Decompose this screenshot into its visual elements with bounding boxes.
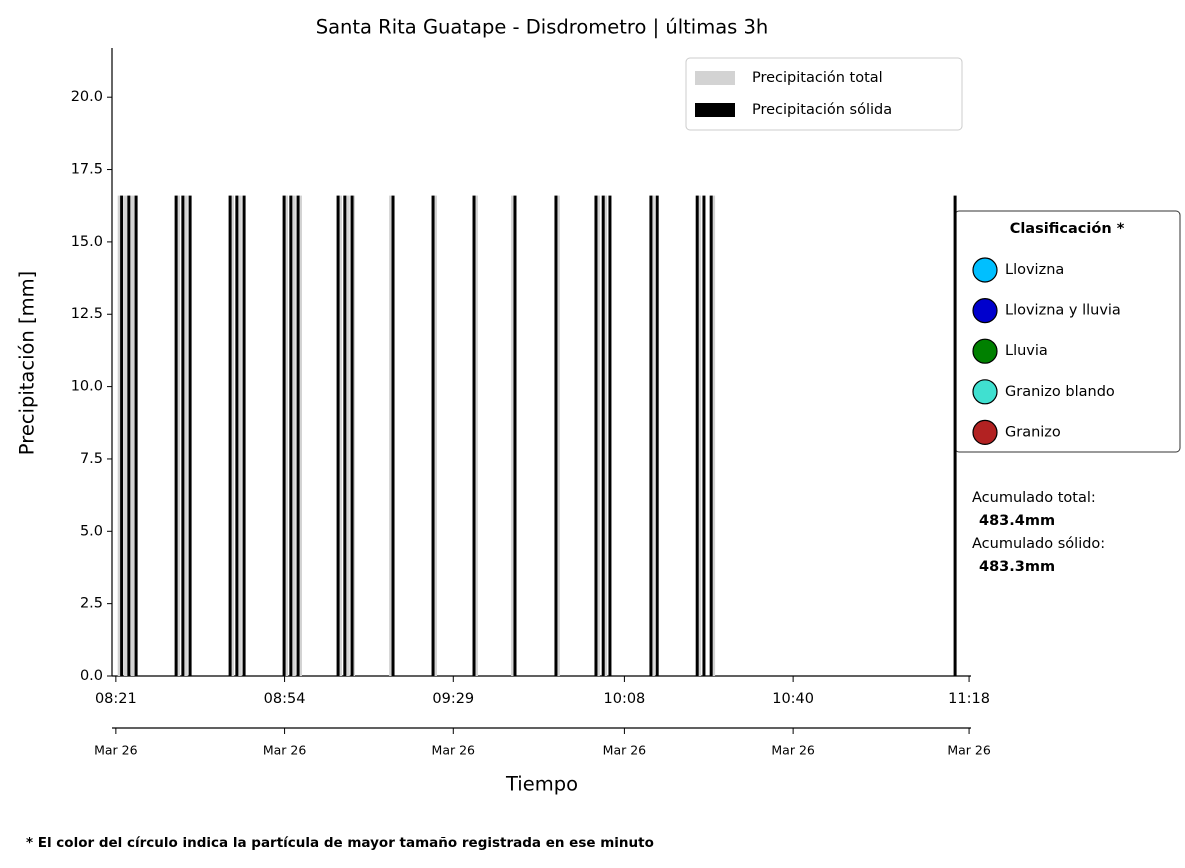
bar xyxy=(282,195,286,676)
y-tick-label: 20.0 xyxy=(71,89,103,105)
legend-box xyxy=(685,57,963,131)
bar xyxy=(601,195,605,676)
bar xyxy=(953,195,957,676)
x-tick-label: 11:18 xyxy=(948,691,990,707)
bar xyxy=(291,195,296,676)
legend-label: Precipitación sólida xyxy=(752,102,892,118)
x-tick-label: 10:08 xyxy=(604,691,646,707)
bar xyxy=(594,195,598,676)
classification-label: Granizo blando xyxy=(1005,384,1115,400)
y-tick-label: 12.5 xyxy=(71,306,103,322)
legend-label: Precipitación total xyxy=(752,70,883,86)
bar xyxy=(343,195,347,676)
bar xyxy=(702,195,706,676)
accumulated-solid-label: Acumulado sólido: xyxy=(972,536,1105,552)
bar xyxy=(473,195,478,676)
bar xyxy=(127,195,131,676)
accumulated-total-label: Acumulado total: xyxy=(972,490,1096,506)
classification-marker xyxy=(972,338,998,364)
classification-label: Granizo xyxy=(1005,424,1061,440)
classification-marker xyxy=(972,257,998,283)
bar xyxy=(595,195,600,676)
bar xyxy=(181,195,185,676)
bar xyxy=(431,195,435,676)
classification-marker xyxy=(972,298,998,324)
bar xyxy=(188,195,192,676)
bar xyxy=(711,195,716,676)
bar xyxy=(554,195,558,676)
bar xyxy=(123,195,128,676)
bar xyxy=(296,195,300,676)
bar xyxy=(120,195,124,676)
y-tick-label: 10.0 xyxy=(71,379,103,395)
bar xyxy=(391,195,395,676)
bar xyxy=(650,195,655,676)
date-tick-label: Mar 26 xyxy=(263,743,307,758)
x-tick-label: 08:54 xyxy=(264,691,306,707)
bar xyxy=(117,195,122,676)
bar xyxy=(649,195,653,676)
legend-swatch xyxy=(695,103,735,117)
y-tick-label: 7.5 xyxy=(80,451,103,467)
bar xyxy=(345,195,350,676)
bar xyxy=(697,195,702,676)
bar xyxy=(555,195,560,676)
chart-title: Santa Rita Guatape - Disdrometro | últim… xyxy=(316,16,769,39)
date-tick-label: Mar 26 xyxy=(771,743,815,758)
bar xyxy=(176,195,181,676)
bar xyxy=(174,195,178,676)
bar xyxy=(603,195,608,676)
classification-box xyxy=(954,210,1181,453)
accumulated-solid: 483.3mm xyxy=(979,559,1055,575)
bar xyxy=(695,195,699,676)
bar xyxy=(289,195,293,676)
y-tick-label: 5.0 xyxy=(80,523,103,539)
legend-swatch xyxy=(695,71,735,85)
bar xyxy=(655,195,659,676)
classification-marker xyxy=(972,379,998,405)
bar xyxy=(709,195,713,676)
bar xyxy=(134,195,138,676)
bar xyxy=(242,195,246,676)
x-tick-label: 09:29 xyxy=(432,691,474,707)
date-tick-label: Mar 26 xyxy=(94,743,138,758)
date-tick-label: Mar 26 xyxy=(432,743,476,758)
bar xyxy=(608,195,612,676)
y-tick-label: 17.5 xyxy=(71,162,103,178)
accumulated-total: 483.4mm xyxy=(979,513,1055,529)
bar xyxy=(389,195,394,676)
classification-label: Lluvia xyxy=(1005,343,1048,359)
y-axis-label: Precipitación [mm] xyxy=(16,271,39,455)
bar xyxy=(183,195,188,676)
bar xyxy=(130,195,135,676)
x-tick-label: 08:21 xyxy=(95,691,137,707)
date-tick-label: Mar 26 xyxy=(947,743,991,758)
bar xyxy=(513,195,517,676)
date-tick-label: Mar 26 xyxy=(603,743,647,758)
y-tick-label: 0.0 xyxy=(80,668,103,684)
bar xyxy=(228,195,232,676)
classification-marker xyxy=(972,419,998,445)
classification-label: Llovizna xyxy=(1005,262,1064,278)
bar xyxy=(511,195,516,676)
bar xyxy=(432,195,437,676)
x-axis-label: Tiempo xyxy=(505,773,578,796)
bar xyxy=(472,195,476,676)
y-tick-label: 15.0 xyxy=(71,234,103,250)
classification-label: Llovizna y lluvia xyxy=(1005,303,1121,319)
bar xyxy=(237,195,242,676)
bar xyxy=(284,195,289,676)
bar xyxy=(230,195,235,676)
classification-title: Clasificación * xyxy=(1010,221,1125,237)
y-tick-label: 2.5 xyxy=(80,596,103,612)
footnote: * El color del círculo indica la partícu… xyxy=(26,835,654,851)
x-tick-label: 10:40 xyxy=(772,691,814,707)
bar xyxy=(336,195,340,676)
bar xyxy=(350,195,354,676)
bar xyxy=(338,195,343,676)
bar xyxy=(235,195,239,676)
bar xyxy=(297,195,302,676)
